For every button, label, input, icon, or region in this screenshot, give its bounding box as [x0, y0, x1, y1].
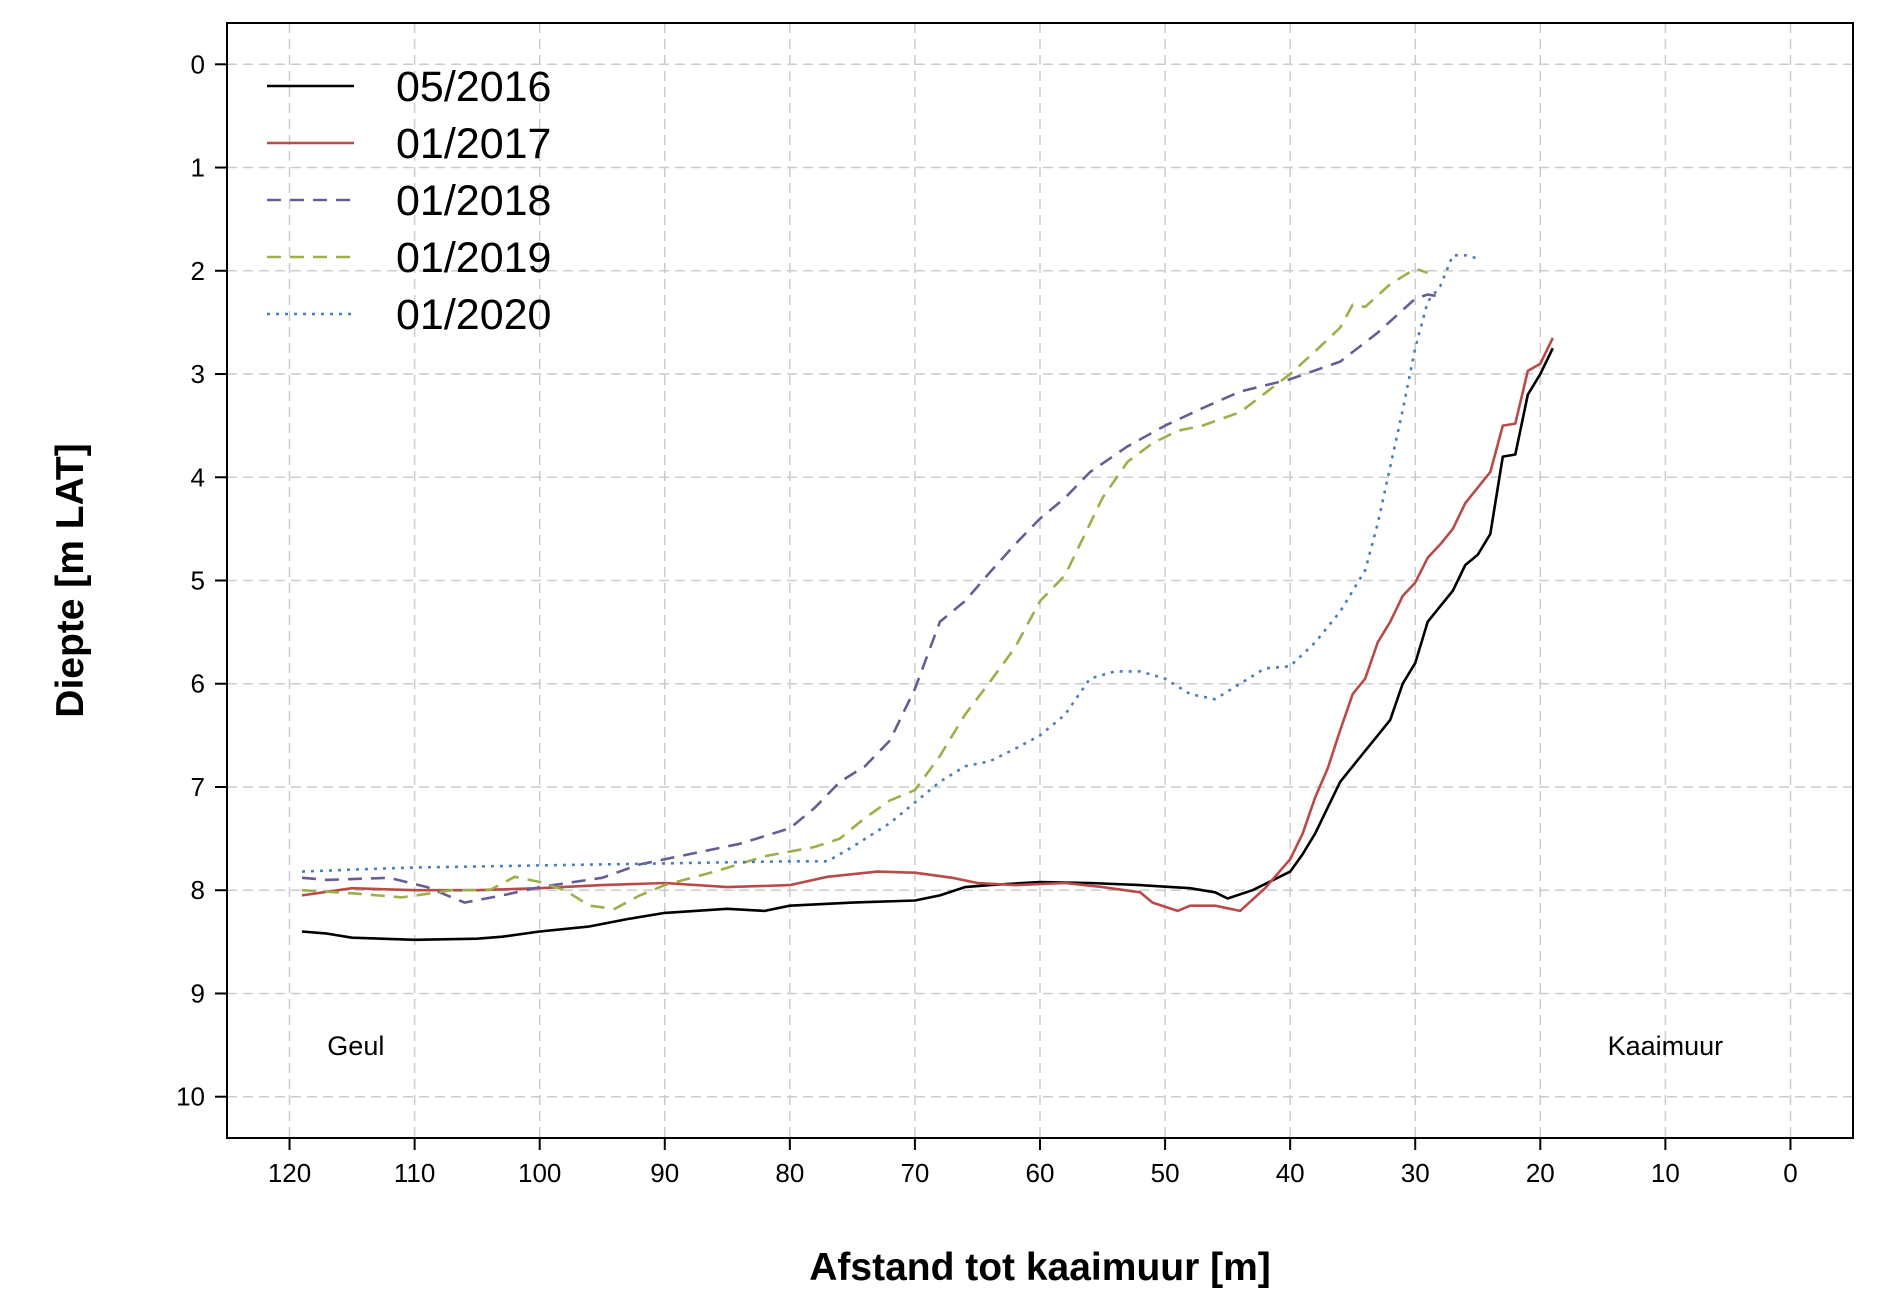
- y-tick-label: 0: [191, 49, 205, 79]
- annotation-label: Kaaimuur: [1608, 1031, 1724, 1061]
- y-axis-title: Diepte [m LAT]: [49, 443, 92, 717]
- x-tick-label: 70: [900, 1158, 929, 1188]
- x-tick-label: 30: [1401, 1158, 1430, 1188]
- x-tick-label: 50: [1151, 1158, 1180, 1188]
- y-tick-label: 2: [191, 256, 205, 286]
- annotations: Geul Kaaimuur: [327, 1031, 1723, 1061]
- legend-label: 01/2019: [396, 234, 551, 282]
- legend-label: 05/2016: [396, 63, 551, 111]
- x-tick-label: 80: [775, 1158, 804, 1188]
- x-tick-label: 120: [268, 1158, 311, 1188]
- annotation-label: Geul: [327, 1031, 384, 1061]
- y-tick-label: 4: [191, 462, 205, 492]
- legend-label: 01/2018: [396, 177, 551, 225]
- x-tick-label: 0: [1783, 1158, 1797, 1188]
- legend-label: 01/2020: [396, 291, 551, 339]
- y-tick-label: 9: [191, 978, 205, 1008]
- series-line-05-2016: [301, 347, 1554, 942]
- series-line-01-2020: [301, 254, 1479, 873]
- x-axis-title: Afstand tot kaaimuur [m]: [809, 1246, 1271, 1289]
- series-line-01-2019: [301, 267, 1429, 911]
- x-axis-ticks: 120 110 100 90 80 70 60 50 40 30 20 10 0: [268, 1138, 1798, 1188]
- legend-label: 01/2017: [396, 120, 551, 168]
- y-tick-label: 5: [191, 566, 205, 596]
- x-tick-label: 10: [1651, 1158, 1680, 1188]
- y-tick-label: 6: [191, 669, 205, 699]
- x-tick-label: 60: [1026, 1158, 1055, 1188]
- x-tick-label: 110: [394, 1158, 435, 1188]
- grid-lines: [227, 23, 1853, 1138]
- series-layer: [301, 254, 1554, 942]
- y-tick-label: 7: [191, 772, 205, 802]
- x-tick-label: 20: [1526, 1158, 1555, 1188]
- legend: 05/2016 01/2017 01/2018 01/2019 01/2020: [267, 63, 551, 339]
- y-tick-label: 8: [191, 875, 205, 905]
- x-tick-label: 40: [1276, 1158, 1305, 1188]
- x-tick-label: 90: [650, 1158, 679, 1188]
- series-line-01-2017: [301, 337, 1554, 913]
- y-tick-label: 1: [191, 153, 205, 183]
- y-tick-label: 10: [176, 1082, 205, 1112]
- y-axis-ticks: 0 1 2 3 4 5 6 7 8 9 10: [176, 49, 227, 1112]
- y-tick-label: 3: [191, 359, 205, 389]
- x-tick-label: 100: [518, 1158, 561, 1188]
